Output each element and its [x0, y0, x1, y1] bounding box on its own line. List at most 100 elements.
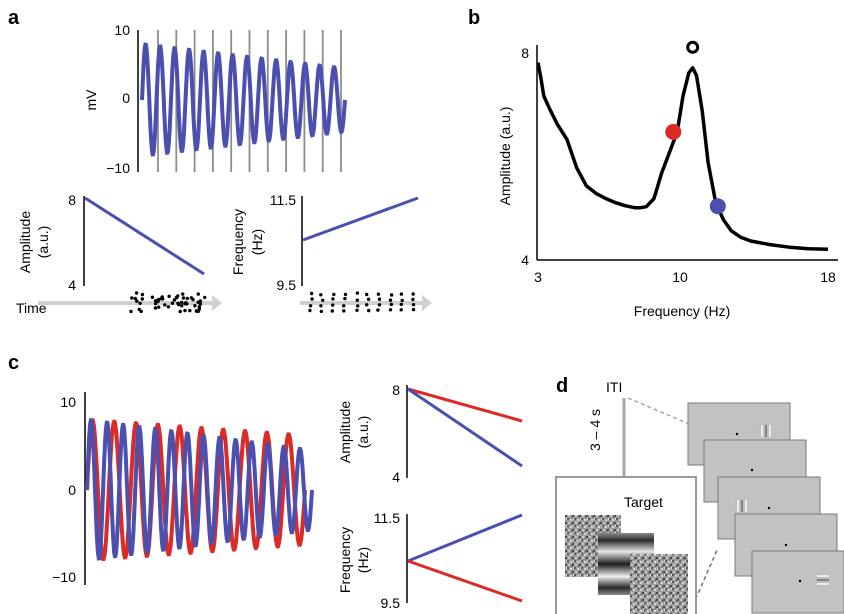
panel-c-signal-plot: 10 0 −10: [52, 392, 314, 585]
sample-dot: [181, 292, 185, 296]
tick-label: 11.5: [270, 192, 296, 208]
sample-dot: [330, 309, 334, 313]
frequency-line: [302, 196, 419, 242]
panel-a-amplitude-plot: 8 4 Amplitude (a.u.): [17, 192, 205, 293]
tick-label: 3: [534, 269, 542, 285]
panel-a: a 10 0 −10 mV 8 4 Amplitude (a.u.) 11.5 …: [8, 7, 432, 316]
duration-label: 3 – 4 s: [587, 409, 603, 451]
fixation-dot: [735, 432, 739, 436]
amplitude-line-red: [407, 387, 523, 423]
signal-trace: [140, 42, 347, 157]
sample-dot: [178, 309, 182, 314]
panel-c-frequency-plot: 11.5 9.5 Frequency (Hz): [337, 510, 523, 611]
tick-label: 10: [672, 269, 688, 285]
sample-dot: [176, 301, 180, 305]
sample-dot: [319, 304, 323, 308]
time-label: Time: [16, 300, 47, 316]
sample-dot: [355, 298, 359, 302]
frequency-marker: [709, 198, 726, 215]
panel-d: d ITI 3 – 4 s: [555, 375, 844, 614]
sample-dot: [140, 292, 145, 297]
sample-dot: [134, 291, 139, 295]
sample-dot: [308, 308, 312, 313]
sample-dot: [356, 304, 360, 308]
frequency-sample-dots: [308, 291, 416, 314]
sample-dot: [166, 305, 171, 309]
sample-dot: [185, 296, 189, 301]
sample-dot: [197, 305, 201, 309]
panel-b: b 8 4 3 10 18 Frequency (Hz) Amplitude (…: [468, 7, 838, 319]
peak-marker: [686, 40, 700, 54]
sample-dot: [399, 292, 404, 296]
sample-dot: [129, 309, 133, 314]
noise-mask-2: [630, 554, 688, 614]
sample-dot: [194, 309, 199, 313]
sample-dot: [400, 298, 404, 303]
sample-dot: [153, 306, 158, 310]
sample-dot: [377, 303, 382, 307]
y-axis-label: Amplitude: [337, 401, 353, 463]
sample-dot: [133, 296, 137, 301]
frequency-marker: [665, 123, 682, 140]
time-arrow-head: [422, 295, 432, 311]
signal-trace-red: [85, 418, 307, 561]
sample-dot: [140, 297, 144, 301]
sample-dot: [376, 292, 381, 296]
sample-dot: [411, 303, 416, 307]
sample-dot: [377, 297, 382, 301]
tick-label: 11.5: [374, 510, 400, 526]
panel-a-label: a: [8, 7, 20, 29]
tick-label: 9.5: [381, 595, 401, 611]
frequency-line-blue: [407, 513, 523, 563]
sample-dot: [355, 308, 359, 312]
panel-c-amplitude-plot: 8 4 Amplitude (a.u.): [337, 382, 523, 485]
sample-dot: [411, 292, 415, 296]
fixation-dot: [750, 468, 754, 472]
tick-label: 4: [68, 277, 76, 293]
sample-dot: [172, 298, 177, 302]
tick-label: 8: [392, 382, 400, 398]
sample-dot: [167, 294, 171, 298]
sample-dot: [170, 301, 175, 305]
tick-label: 10: [114, 22, 130, 38]
sample-dot: [153, 301, 158, 306]
sample-dot: [319, 293, 323, 297]
fixation-dot: [767, 506, 771, 510]
tick-label: 18: [820, 269, 836, 285]
sample-dot: [331, 297, 335, 301]
sample-dot: [181, 296, 186, 300]
panel-d-label: d: [556, 375, 568, 397]
x-axis-label: Frequency (Hz): [634, 303, 730, 319]
sample-dot: [365, 303, 369, 307]
sample-dot: [411, 297, 415, 302]
panel-a-signal-plot: 10 0 −10 mV: [83, 22, 347, 176]
sample-dot: [180, 304, 184, 308]
zoom-connector-bottom: [689, 547, 719, 613]
sample-dot: [376, 308, 380, 312]
sample-dot: [342, 304, 346, 308]
sample-dot: [193, 304, 197, 308]
sample-dot: [157, 305, 161, 309]
y-axis-unit: (Hz): [249, 229, 265, 255]
sample-dot: [319, 309, 324, 314]
sample-dot: [159, 297, 163, 301]
panel-c-label: c: [8, 352, 19, 374]
sample-dot: [331, 303, 335, 307]
y-axis-label: Amplitude (a.u.): [497, 107, 513, 206]
tick-label: 4: [521, 252, 529, 268]
sample-dot: [399, 302, 403, 307]
tick-label: 9.5: [277, 277, 297, 293]
tick-label: 8: [521, 45, 529, 61]
sample-dot: [203, 295, 207, 300]
time-arrow: Time: [16, 291, 432, 316]
stimulus-frame: [751, 550, 844, 614]
y-axis-label: Frequency: [337, 527, 353, 593]
sample-dot: [196, 292, 200, 296]
sample-dot: [389, 293, 394, 297]
sample-dot: [343, 292, 348, 297]
sample-dot: [188, 308, 192, 313]
sample-dot: [332, 292, 336, 297]
sample-dot: [366, 297, 371, 301]
target-label: Target: [624, 494, 663, 510]
